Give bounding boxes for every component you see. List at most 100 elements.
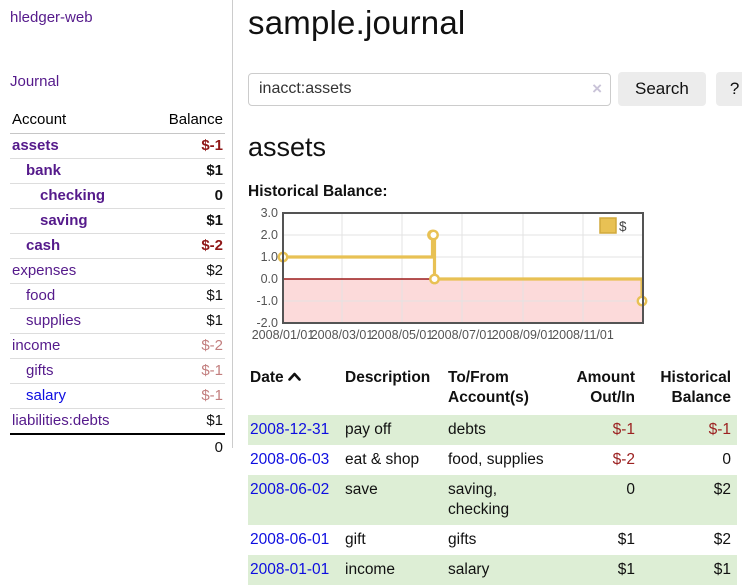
account-name-cell: supplies (10, 308, 147, 334)
account-link-income[interactable]: income (12, 337, 61, 354)
account-row: liabilities:debts $1 (10, 408, 225, 435)
transaction-accounts: debts (448, 421, 486, 438)
transaction-amount: $1 (617, 531, 635, 548)
account-link-salary[interactable]: salary (26, 387, 67, 404)
chart-title: Historical Balance: (248, 183, 388, 200)
transaction-accounts: salary (448, 561, 490, 578)
clear-search-icon[interactable]: × (592, 79, 602, 99)
account-balance: $1 (146, 408, 225, 435)
account-link-supplies[interactable]: supplies (26, 312, 82, 329)
account-name-cell: income (10, 333, 147, 359)
transaction-row: 2008-01-01 income salary $1 $1 (248, 555, 737, 585)
sort-ascending-icon (287, 372, 301, 381)
transaction-description: income (345, 561, 395, 578)
data-point-marker (429, 273, 440, 285)
legend-swatch (599, 217, 617, 234)
transaction-amount: $-1 (612, 421, 635, 438)
account-link-assets[interactable]: assets (12, 137, 59, 154)
search-input[interactable] (248, 72, 611, 106)
transaction-date-link[interactable]: 2008-06-03 (250, 451, 330, 468)
account-name-cell: liabilities:debts (10, 408, 147, 435)
x-tick: 2008/07/01 (431, 328, 494, 342)
account-row: salary $-1 (10, 383, 225, 409)
account-row: expenses $2 (10, 258, 225, 284)
account-balance: $-1 (146, 133, 225, 159)
transaction-date-link[interactable]: 2008-12-31 (250, 421, 330, 438)
transaction-description: eat & shop (345, 451, 420, 468)
account-name-cell: expenses (10, 258, 147, 284)
transaction-row: 2008-06-01 gift gifts $1 $2 (248, 525, 737, 555)
account-link-saving[interactable]: saving (40, 212, 88, 229)
account-balance: $-1 (146, 358, 225, 384)
transaction-description: gift (345, 531, 366, 548)
account-balance: $-2 (146, 233, 225, 259)
account-link-cash[interactable]: cash (26, 237, 61, 254)
y-tick: -2.0 (256, 316, 278, 330)
y-tick: 3.0 (261, 206, 278, 220)
account-row: bank $1 (10, 158, 225, 184)
transaction-date-cell: 2008-06-02 (248, 475, 343, 525)
account-name-cell: gifts (10, 358, 147, 384)
accounts-table: Account Balance assets $-1 bank $1 checking 0… (10, 108, 225, 461)
account-link-food[interactable]: food (26, 287, 56, 304)
accounts-header-account: Account (10, 108, 147, 134)
chart-svg: 3.0 2.0 1.0 0.0 -1.0 -2.0 (252, 206, 648, 342)
transaction-accounts: gifts (448, 531, 477, 548)
transaction-date-link[interactable]: 2008-01-01 (250, 561, 330, 578)
account-row: saving $1 (10, 208, 225, 234)
account-name-cell: cash (10, 233, 147, 259)
accounts-header-balance: Balance (146, 108, 225, 134)
account-link-bank[interactable]: bank (26, 162, 62, 179)
account-balance: $1 (146, 208, 225, 234)
transaction-accounts: saving, checking (448, 481, 510, 518)
register-header-accounts: To/From Account(s) (448, 369, 529, 406)
x-tick: 2008/03/01 (311, 328, 374, 342)
transaction-date-link[interactable]: 2008-06-01 (250, 531, 330, 548)
account-row: food $1 (10, 283, 225, 309)
transaction-amount: $1 (617, 561, 635, 578)
legend-label: $ (619, 219, 627, 234)
register-header-date-label: Date (250, 369, 284, 386)
account-name-cell: checking (10, 183, 147, 209)
balance-series (277, 229, 648, 307)
transaction-row: 2008-06-03 eat & shop food, supplies $-2 0 (248, 445, 737, 475)
x-tick: 2008/09/01 (492, 328, 555, 342)
transaction-date-cell: 2008-12-31 (248, 415, 343, 445)
account-link-gifts[interactable]: gifts (26, 362, 54, 379)
y-tick: 0.0 (261, 272, 278, 286)
account-balance: $-2 (146, 333, 225, 359)
transaction-balance: $2 (713, 481, 731, 498)
app-brand-link[interactable]: hledger-web (10, 9, 93, 26)
account-balance: 0 (146, 183, 225, 209)
account-link-liabilities-debts[interactable]: liabilities:debts (12, 412, 110, 429)
transaction-date-cell: 2008-06-03 (248, 445, 343, 475)
help-button[interactable]: ? (715, 72, 742, 106)
register-header-date[interactable]: Date (248, 366, 343, 415)
account-name-cell: bank (10, 158, 147, 184)
search-button[interactable]: Search (618, 72, 706, 106)
account-row: income $-2 (10, 333, 225, 359)
account-name-cell: saving (10, 208, 147, 234)
transaction-date-link[interactable]: 2008-06-02 (250, 481, 330, 498)
transaction-amount: 0 (626, 481, 635, 498)
account-link-checking[interactable]: checking (40, 187, 106, 204)
page-title: sample.journal (248, 4, 466, 41)
plot-border (282, 212, 644, 324)
transaction-balance: $1 (713, 561, 731, 578)
transaction-balance: 0 (722, 451, 731, 468)
transaction-amount: $-2 (612, 451, 635, 468)
sidebar-item-journal[interactable]: Journal (10, 73, 60, 90)
register-header-description: Description (345, 369, 431, 386)
transaction-description: pay off (345, 421, 392, 438)
transaction-row: 2008-06-02 save saving, checking 0 $2 (248, 475, 737, 525)
account-balance: $1 (146, 308, 225, 334)
account-link-expenses[interactable]: expenses (12, 262, 77, 279)
account-balance: $-1 (146, 383, 225, 409)
y-tick: 1.0 (261, 250, 278, 264)
account-balance: $1 (146, 283, 225, 309)
sidebar: hledger-web Journal Account Balance asse… (0, 0, 233, 461)
transaction-accounts: food, supplies (448, 451, 544, 468)
account-balance: $2 (146, 258, 225, 284)
accounts-total-value: 0 (10, 433, 225, 461)
account-row: checking 0 (10, 183, 225, 209)
